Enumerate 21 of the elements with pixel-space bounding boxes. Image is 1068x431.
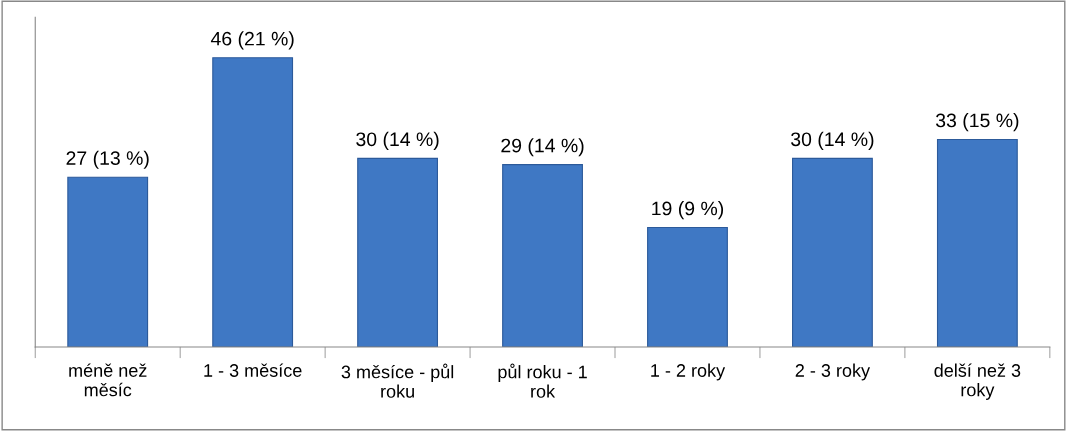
- data-label: 19 (9 %): [652, 201, 724, 220]
- data-label: 30 (14 %): [791, 131, 874, 150]
- bar: [67, 176, 149, 347]
- bar: [212, 57, 294, 347]
- data-label: 46 (21 %): [210, 31, 294, 50]
- x-tick-label: 1 - 3 měsíce: [204, 363, 302, 377]
- x-tick-label: 1 - 2 roky: [651, 363, 726, 381]
- bar: [357, 157, 439, 347]
- data-label: 27 (13 %): [66, 150, 149, 169]
- bar: [936, 138, 1018, 347]
- x-tick-label: 3 měsíce - půl roku: [341, 363, 454, 398]
- bar: [502, 164, 583, 347]
- bar: [792, 157, 873, 347]
- x-tick-label: delší než 3 roky: [934, 363, 1021, 400]
- data-label: 29 (14 %): [501, 138, 584, 157]
- x-tick-label: méně než měsíc: [69, 363, 147, 397]
- x-tick-label: 2 - 3 roky: [795, 363, 871, 381]
- data-label: 30 (14 %): [356, 131, 439, 150]
- bar: [647, 226, 728, 347]
- data-label: 33 (15 %): [935, 113, 1019, 132]
- x-tick-label: půl roku - 1 rok: [498, 363, 587, 398]
